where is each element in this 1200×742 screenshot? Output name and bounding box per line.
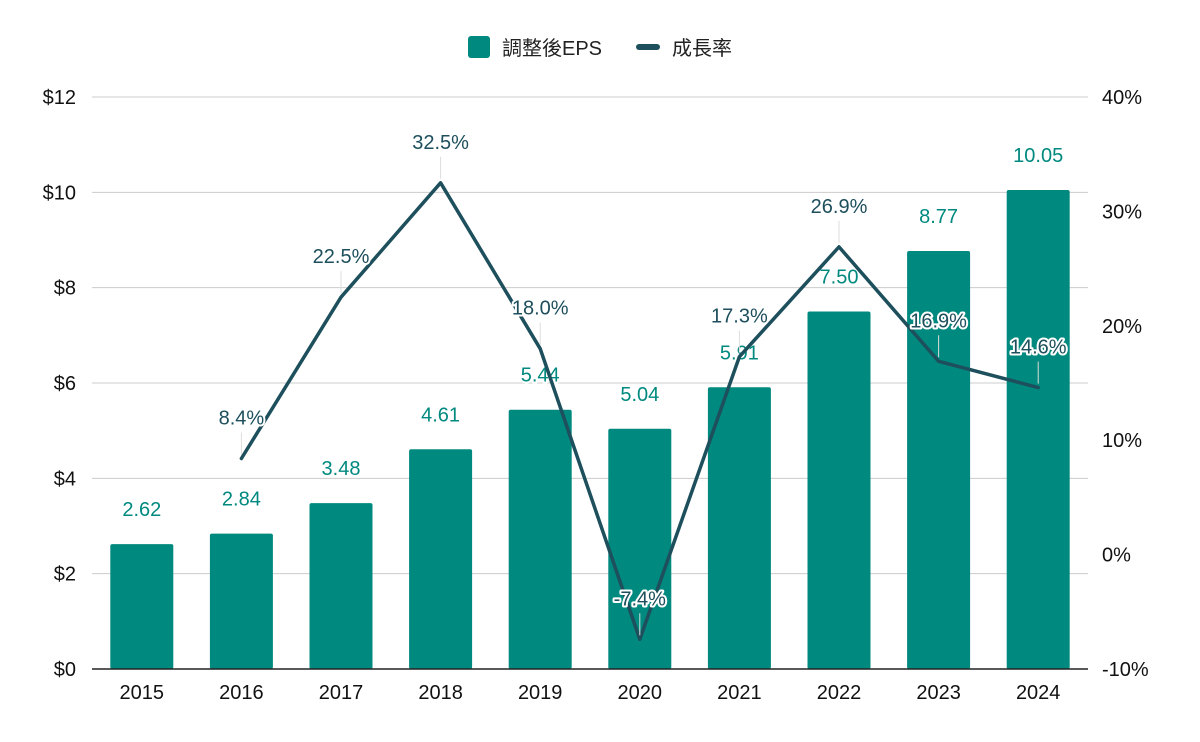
y-left-tick-label: $2	[54, 564, 76, 586]
y-left-tick-label: $8	[54, 278, 76, 300]
bar	[409, 449, 473, 669]
bar-value-label: 5.04	[620, 384, 659, 406]
y-left-tick-label: $4	[54, 468, 76, 490]
y-left-tick-label: $10	[43, 182, 76, 204]
x-tick-label: 2019	[518, 682, 563, 704]
line-value-label: 22.5%	[313, 246, 370, 268]
x-tick-label: 2022	[817, 682, 862, 704]
bar-value-label: 4.61	[421, 404, 460, 426]
bar	[209, 533, 273, 669]
legend-item-growth: 成長率	[636, 32, 732, 61]
y-right-tick-label: 40%	[1102, 87, 1142, 109]
bar	[907, 250, 971, 670]
line-value-label: -7.4%	[614, 588, 666, 610]
bar	[707, 387, 771, 669]
x-tick-label: 2018	[418, 682, 463, 704]
legend-swatch-bar	[467, 35, 490, 58]
bar	[508, 409, 572, 669]
y-right-tick-label: 0%	[1102, 545, 1131, 567]
y-right-tick-label: -10%	[1102, 659, 1149, 681]
x-tick-label: 2020	[618, 682, 663, 704]
y-right-tick-label: 10%	[1102, 430, 1142, 452]
y-left-tick-label: $6	[54, 373, 76, 395]
chart-legend: 調整後EPS 成長率	[0, 32, 1200, 61]
bar-value-label: 7.50	[820, 267, 859, 289]
y-left-tick-label: $12	[43, 87, 76, 109]
bar	[110, 544, 174, 669]
bar-value-label: 2.62	[122, 499, 161, 521]
y-right-tick-label: 30%	[1102, 201, 1142, 223]
line-value-label: 14.6%	[1010, 337, 1067, 359]
line-value-label: 16.9%	[910, 310, 967, 332]
x-tick-label: 2015	[120, 682, 165, 704]
x-tick-label: 2016	[219, 682, 264, 704]
y-right-tick-label: 20%	[1102, 316, 1142, 338]
bar-value-label: 10.05	[1013, 145, 1063, 167]
bar-value-label: 2.84	[222, 489, 261, 511]
legend-label-growth: 成長率	[672, 38, 733, 60]
bar	[807, 311, 871, 669]
line-value-label: 32.5%	[412, 132, 469, 154]
legend-item-eps: 調整後EPS	[467, 32, 603, 61]
legend-label-eps: 調整後EPS	[501, 38, 603, 60]
bar-value-label: 5.44	[521, 365, 560, 387]
line-value-label: 18.0%	[512, 298, 569, 320]
x-tick-label: 2023	[916, 682, 961, 704]
bar	[1006, 189, 1070, 669]
x-tick-label: 2021	[717, 682, 762, 704]
x-tick-label: 2017	[319, 682, 364, 704]
bar	[608, 428, 672, 669]
bar-value-label: 8.77	[919, 206, 958, 228]
line-value-label: 17.3%	[711, 306, 768, 328]
y-left-tick-label: $0	[54, 659, 76, 681]
bar-value-label: 3.48	[322, 458, 361, 480]
line-value-label: 8.4%	[219, 408, 265, 430]
legend-swatch-line	[636, 43, 661, 50]
x-tick-label: 2024	[1016, 682, 1061, 704]
line-value-label: 26.9%	[811, 196, 868, 218]
bar	[309, 503, 373, 669]
